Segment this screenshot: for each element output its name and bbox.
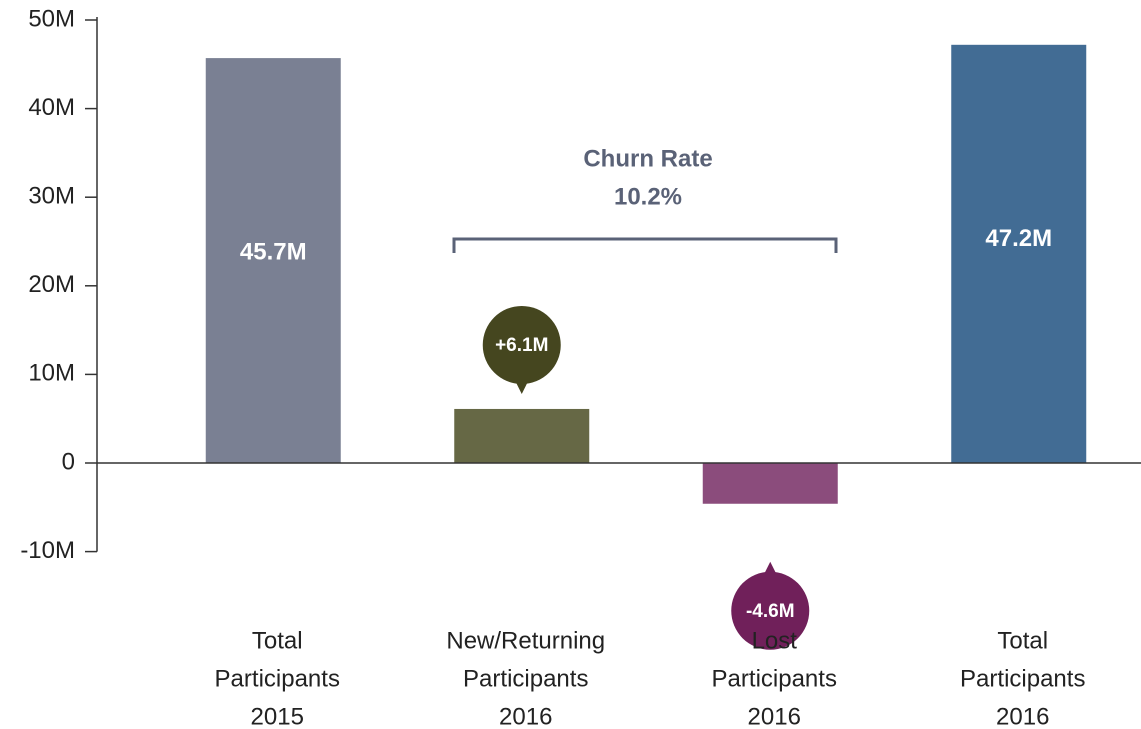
bar [951,44,1087,464]
bubble-pointer [512,375,531,394]
x-tick-label: Participants [215,665,340,692]
bar [205,58,341,464]
y-tick-label: -10M [20,537,75,564]
x-tick-label: Participants [463,665,588,692]
x-tick-label: Participants [712,665,837,692]
x-tick-label: Total [997,627,1048,654]
bubble-pointer [761,561,780,580]
x-tick-label: Lost [752,627,798,654]
x-tick-label: 2016 [748,703,801,729]
value-label: +6.1M [495,335,548,356]
x-tick-label: Participants [960,665,1085,692]
x-tick-label: New/Returning [446,627,605,654]
bar [454,408,590,463]
value-label: 45.7M [240,238,307,265]
annotation-value: 10.2% [614,183,682,210]
bubble [731,571,810,650]
value-label: -4.6M [746,601,795,622]
y-tick-label: 20M [28,271,75,298]
y-tick-label: 0 [62,448,75,475]
y-tick-label: 30M [28,183,75,210]
x-tick-label: 2016 [996,703,1049,729]
annotation-title: Churn Rate [583,145,712,172]
value-label: 47.2M [985,225,1052,252]
x-tick-label: 2015 [251,703,304,729]
bar [702,463,838,504]
bubble [482,305,561,384]
x-tick-label: 2016 [499,703,552,729]
y-tick-label: 40M [28,94,75,121]
y-tick-label: 50M [28,5,75,32]
y-tick-label: 10M [28,360,75,387]
bracket [452,237,838,253]
x-tick-label: Total [252,627,303,654]
